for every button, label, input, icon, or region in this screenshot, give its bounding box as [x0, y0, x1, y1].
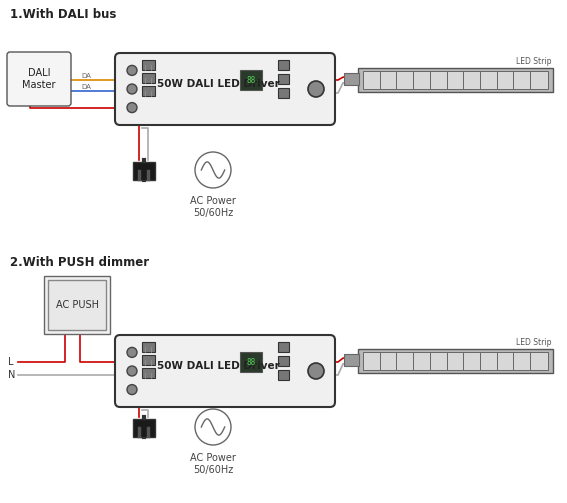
Bar: [363, 71, 381, 89]
FancyBboxPatch shape: [115, 335, 335, 407]
Circle shape: [127, 103, 137, 113]
Bar: [240, 353, 262, 372]
Text: AC Power
50/60Hz: AC Power 50/60Hz: [190, 196, 236, 218]
Circle shape: [127, 366, 137, 376]
Bar: [413, 352, 431, 370]
Bar: [344, 73, 359, 86]
Bar: [463, 352, 481, 370]
Text: N: N: [8, 370, 15, 380]
Bar: [480, 71, 498, 89]
Text: LED Strip: LED Strip: [515, 338, 551, 347]
Bar: [530, 71, 548, 89]
Bar: [277, 74, 289, 84]
Bar: [133, 162, 155, 180]
Circle shape: [127, 348, 137, 358]
Bar: [513, 352, 531, 370]
Bar: [240, 70, 262, 91]
Bar: [430, 352, 448, 370]
Bar: [48, 280, 106, 330]
Text: 88: 88: [246, 76, 255, 85]
FancyBboxPatch shape: [115, 53, 335, 125]
FancyBboxPatch shape: [7, 52, 71, 106]
Bar: [277, 342, 289, 352]
Text: 1.With DALI bus: 1.With DALI bus: [10, 8, 116, 21]
Text: 88: 88: [246, 358, 255, 367]
Text: AC PUSH: AC PUSH: [56, 300, 99, 310]
Bar: [142, 86, 155, 96]
Bar: [142, 368, 155, 378]
Bar: [430, 71, 448, 89]
Bar: [446, 352, 464, 370]
Circle shape: [127, 385, 137, 394]
Text: 2.With PUSH dimmer: 2.With PUSH dimmer: [10, 256, 149, 269]
Bar: [142, 355, 155, 365]
Bar: [277, 356, 289, 366]
Bar: [380, 71, 397, 89]
Text: DALI
Master: DALI Master: [22, 68, 56, 90]
Bar: [277, 60, 289, 70]
Text: 50W DALI LED Driver: 50W DALI LED Driver: [157, 361, 280, 371]
Bar: [396, 352, 414, 370]
Bar: [142, 73, 155, 83]
Bar: [446, 71, 464, 89]
Bar: [142, 60, 155, 70]
Bar: [358, 349, 553, 373]
Bar: [480, 352, 498, 370]
Circle shape: [127, 65, 137, 75]
Text: DA: DA: [81, 84, 91, 90]
Text: L: L: [8, 357, 14, 367]
Bar: [277, 88, 289, 98]
Bar: [396, 71, 414, 89]
Bar: [344, 354, 359, 366]
Bar: [133, 419, 155, 437]
Bar: [363, 352, 381, 370]
Circle shape: [308, 81, 324, 97]
Text: AC Power
50/60Hz: AC Power 50/60Hz: [190, 453, 236, 475]
Circle shape: [308, 363, 324, 379]
Bar: [358, 68, 553, 92]
Text: LED Strip: LED Strip: [515, 57, 551, 66]
Bar: [497, 71, 515, 89]
Bar: [380, 352, 397, 370]
Bar: [44, 276, 110, 334]
Bar: [463, 71, 481, 89]
Bar: [513, 71, 531, 89]
Bar: [142, 342, 155, 352]
Circle shape: [127, 84, 137, 94]
Text: 50W DALI LED Driver: 50W DALI LED Driver: [157, 79, 280, 89]
Bar: [413, 71, 431, 89]
Bar: [497, 352, 515, 370]
Text: DA: DA: [81, 73, 91, 79]
Bar: [277, 370, 289, 380]
Bar: [530, 352, 548, 370]
